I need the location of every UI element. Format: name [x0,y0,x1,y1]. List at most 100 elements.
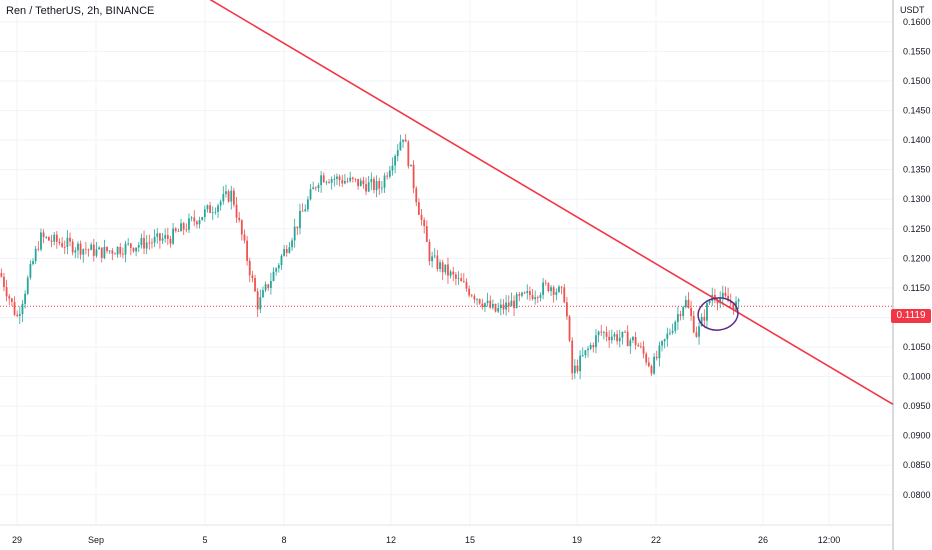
candle-body [211,212,214,214]
time-tick-label: 19 [572,535,582,545]
candle-body [256,291,259,310]
candle-body [301,210,304,212]
price-tick-label: 0.1400 [903,135,931,145]
candle-body [470,295,473,297]
time-tick-label: 12 [386,535,396,545]
candle-body [40,232,42,250]
trendline[interactable] [208,0,894,406]
candle-body [497,308,500,312]
candle-body [312,187,315,190]
time-tick-label: 15 [465,535,475,545]
candle-body [518,294,521,296]
candle-body [330,179,333,183]
candle-body [378,180,381,189]
candle-body [558,286,560,292]
candle-body [328,181,330,183]
candle-body [460,278,463,282]
candle-body [238,217,241,221]
candle-body [235,204,238,218]
candle-body [550,287,552,292]
candle-body [624,331,626,333]
candle-body [666,333,669,340]
candle-body [587,348,589,351]
candle-body [90,244,93,251]
price-unit-label: USDT [900,5,925,15]
candle-body [428,241,431,262]
candle-body [534,297,537,300]
price-tick-label: 0.0950 [903,401,931,411]
candle-body [349,177,352,182]
candle-body [156,233,159,237]
candle-body [222,194,225,202]
price-tick-label: 0.0900 [903,431,931,441]
price-axis[interactable]: 0.1600 0.1550 0.1500 0.1450 0.1400 0.1350 0.13… [903,17,931,500]
candle-body [737,299,740,302]
candle-body [299,210,301,229]
candle-body [531,295,534,300]
candle-body [536,297,539,299]
candle-body [655,356,658,359]
candle-body [542,282,545,295]
candle-body [269,280,272,288]
candle-body [650,366,653,374]
candle-body [396,150,399,157]
candle-body [108,250,111,252]
candle-body [198,220,201,225]
candle-body [232,190,235,205]
candle-body [166,235,169,239]
candle-body [306,199,309,210]
candle-body [484,303,486,307]
candle-body [161,238,164,241]
candle-body [37,248,40,250]
candle-body [380,187,383,189]
candle-body [26,277,29,294]
candle-body [291,240,293,248]
candle-body [526,291,529,293]
candle-body [600,331,603,333]
candle-body [528,291,531,296]
candle-body [148,242,151,244]
time-tick-label: 12:00 [818,535,841,545]
candle-body [431,256,434,262]
candle-body [563,287,566,303]
candle-body [177,231,180,232]
candle-body [571,340,574,374]
candle-body [521,292,523,296]
candle-body [690,307,693,316]
candle-body [642,346,645,354]
candle-body [140,237,143,246]
candle-body [153,236,156,243]
candle-body [706,303,708,321]
candle-body [592,345,595,348]
candle-body [415,188,418,203]
candle-body [584,350,587,356]
candle-body [95,249,98,256]
candle-body [304,209,307,212]
candle-body [676,314,679,322]
annotation-circle[interactable] [696,295,740,332]
candle-body [634,336,637,346]
candle-body [436,255,439,269]
candle-body [581,355,584,357]
candle-body [568,316,571,341]
candle-body [452,271,455,275]
candle-body [333,178,336,180]
time-axis[interactable]: 29 Sep 5 8 12 15 19 22 26 12:00 [12,535,840,545]
candle-body [354,178,357,180]
candle-body [114,253,116,255]
candle-body [716,300,719,304]
candle-body [61,243,64,247]
candle-body [124,243,127,255]
candle-body [145,242,148,249]
candle-body [616,334,619,342]
candle-body [262,290,264,298]
candle-body [639,346,642,348]
candle-body [288,247,291,253]
price-tick-label: 0.1600 [903,17,931,27]
candle-body [343,181,346,184]
candle-body [468,288,471,296]
candle-body [285,249,288,253]
candle-body [489,300,492,308]
candle-body [248,260,251,276]
